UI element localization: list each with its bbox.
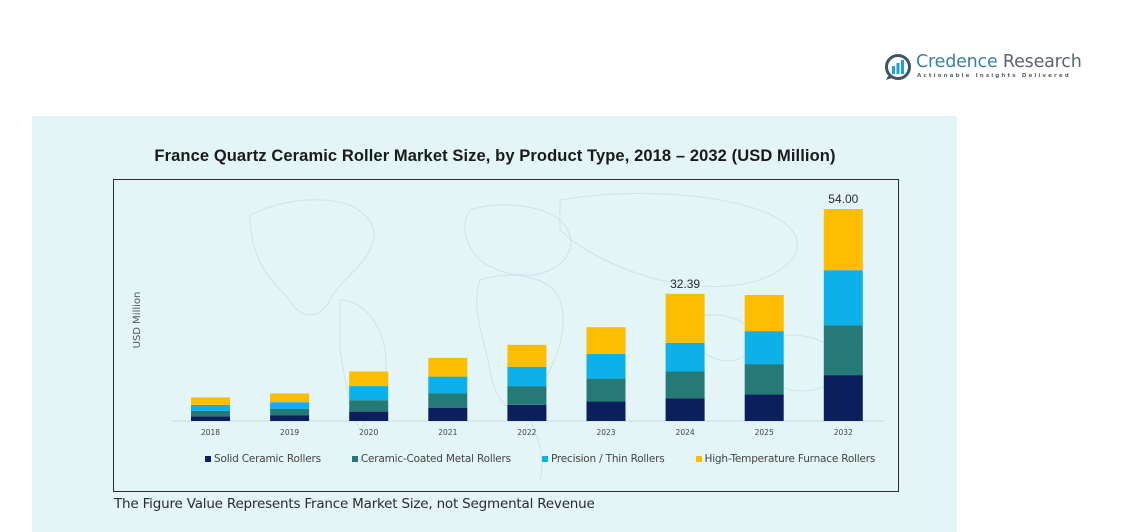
bar-segment-2023-3 xyxy=(586,327,626,354)
bar-chart-logo-icon xyxy=(885,54,911,80)
bar-segment-2018-1 xyxy=(191,410,230,417)
bar-segment-2032-0 xyxy=(823,375,863,421)
brand-name-part1: Credence xyxy=(916,52,998,72)
legend-label: Precision / Thin Rollers xyxy=(550,453,665,465)
bar-segment-2022-1 xyxy=(507,386,547,405)
bar-segment-2023-1 xyxy=(586,378,626,402)
legend-swatch-icon xyxy=(351,456,358,462)
legend-item-3: High-Temperature Furnace Rollers xyxy=(695,452,876,466)
chart-legend: Solid Ceramic Rollers Ceramic-Coated Meta… xyxy=(205,452,906,466)
bar-segment-2021-0 xyxy=(428,408,468,421)
bar-segment-2021-1 xyxy=(428,393,468,408)
bar-segment-2020-0 xyxy=(349,411,389,421)
legend-item-2: Precision / Thin Rollers xyxy=(541,452,665,466)
legend-label: Ceramic-Coated Metal Rollers xyxy=(360,453,511,465)
bar-segment-2021-2 xyxy=(428,376,468,394)
bar-segment-2023-0 xyxy=(586,401,626,421)
legend-label: Solid Ceramic Rollers xyxy=(214,453,321,465)
legend-swatch-icon xyxy=(541,456,548,462)
bar-segment-2024-0 xyxy=(665,398,705,421)
legend-swatch-icon xyxy=(205,456,211,462)
bar-segment-2025-3 xyxy=(744,295,784,332)
legend-label: High-Temperature Furnace Rollers xyxy=(704,453,876,465)
brand-tagline: Actionable Insights Delivered xyxy=(917,73,1071,79)
x-tick-label-2025: 2025 xyxy=(755,428,774,437)
bar-segment-2018-0 xyxy=(191,416,230,421)
brand-logo: Credence Research Actionable Insights De… xyxy=(885,52,1082,86)
bar-segment-2022-0 xyxy=(507,404,547,421)
legend-item-0: Solid Ceramic Rollers xyxy=(205,452,321,466)
x-tick-label-2032: 2032 xyxy=(834,428,853,437)
chart-panel xyxy=(32,116,957,532)
plot-frame xyxy=(113,179,899,492)
bar-segment-2020-2 xyxy=(349,386,389,401)
x-tick-label-2021: 2021 xyxy=(438,428,457,437)
bar-segment-2023-2 xyxy=(586,353,626,379)
bar-segment-2024-3 xyxy=(665,293,705,343)
bar-segment-2018-3 xyxy=(191,397,230,405)
bar-segment-2019-3 xyxy=(270,393,310,403)
x-tick-label-2024: 2024 xyxy=(676,428,695,437)
bar-segment-2020-3 xyxy=(349,371,389,386)
bar-segment-2024-1 xyxy=(665,371,705,399)
data-label-2032: 54.00 xyxy=(828,192,858,206)
x-tick-label-2022: 2022 xyxy=(517,428,536,437)
bar-segment-2019-1 xyxy=(270,408,310,416)
x-tick-label-2020: 2020 xyxy=(359,428,378,437)
footnote: The Figure Value Represents France Marke… xyxy=(114,496,595,512)
bar-segment-2025-2 xyxy=(744,331,784,365)
bar-segment-2019-2 xyxy=(270,402,310,409)
x-tick-label-2023: 2023 xyxy=(596,428,615,437)
chart-title: France Quartz Ceramic Roller Market Size… xyxy=(154,147,836,165)
bar-segment-2021-3 xyxy=(428,357,468,377)
x-tick-label-2019: 2019 xyxy=(280,428,299,437)
brand-name-part2: Research xyxy=(997,52,1082,72)
bar-segment-2024-2 xyxy=(665,342,705,372)
bar-segment-2022-2 xyxy=(507,366,547,386)
bar-segment-2019-0 xyxy=(270,415,310,421)
data-labels: 32.39 54.00 xyxy=(670,192,859,291)
bar-segment-2020-1 xyxy=(349,400,389,412)
x-tick-labels: 2018 2019 2020 2021 2022 2023 2024 2025 2032 xyxy=(201,428,853,437)
bars-layer xyxy=(191,209,863,421)
legend-item-1: Ceramic-Coated Metal Rollers xyxy=(351,452,511,466)
bar-segment-2025-1 xyxy=(744,364,784,395)
bar-segment-2032-1 xyxy=(823,325,863,376)
brand-name: Credence Research xyxy=(916,52,1082,72)
y-axis-label: USD Million xyxy=(132,292,143,349)
bar-segment-2022-3 xyxy=(507,344,547,367)
bar-segment-2018-2 xyxy=(191,404,230,411)
legend-swatch-icon xyxy=(695,456,702,462)
bar-segment-2032-3 xyxy=(823,209,863,271)
data-label-2024: 32.39 xyxy=(670,277,700,291)
x-tick-label-2018: 2018 xyxy=(201,428,220,437)
bar-segment-2032-2 xyxy=(823,270,863,326)
bar-segment-2025-0 xyxy=(744,394,784,421)
